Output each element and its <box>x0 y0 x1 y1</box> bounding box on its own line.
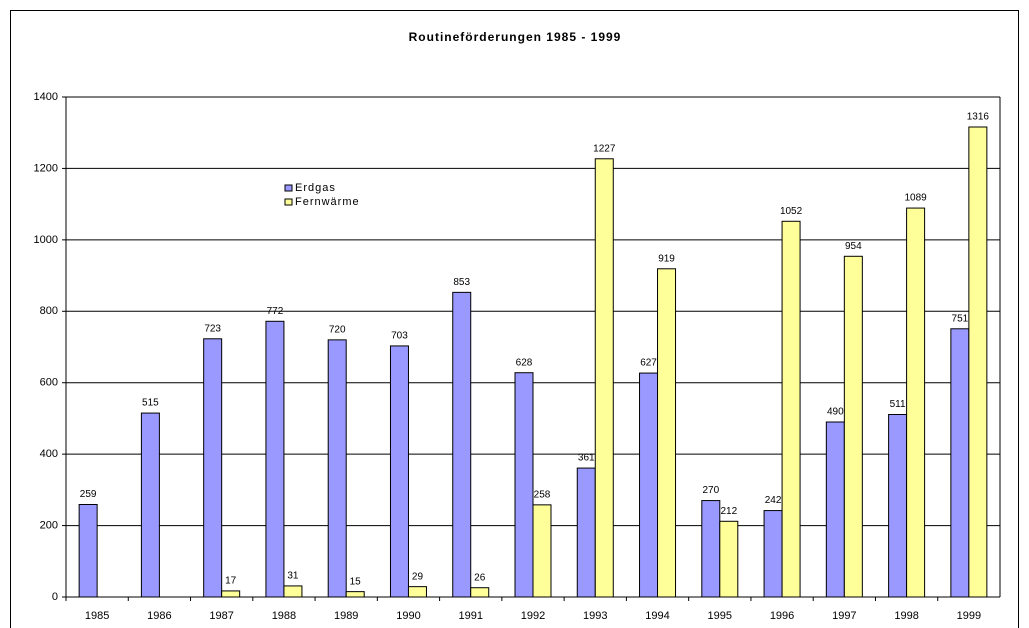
bar <box>657 268 677 598</box>
value-label: 270 <box>702 485 719 496</box>
x-tick-label: 1992 <box>521 610 545 622</box>
y-tick-label: 0 <box>52 591 58 603</box>
bar <box>345 591 365 598</box>
bar <box>701 500 721 598</box>
legend-swatch <box>284 198 293 206</box>
bar <box>576 467 596 598</box>
bar <box>781 220 801 598</box>
y-tick-label: 800 <box>40 305 58 317</box>
value-label: 772 <box>267 306 284 317</box>
bar <box>327 339 347 598</box>
value-label: 1316 <box>967 112 990 123</box>
y-tick-label: 1000 <box>34 234 58 246</box>
value-label: 15 <box>350 576 362 587</box>
bar <box>514 372 534 598</box>
y-tick-label: 200 <box>40 519 58 531</box>
x-tick-label: 1996 <box>770 610 794 622</box>
value-label: 361 <box>578 453 595 464</box>
value-label: 31 <box>287 571 299 582</box>
x-tick-label: 1989 <box>334 610 358 622</box>
x-tick-label: 1987 <box>209 610 233 622</box>
value-label: 1052 <box>780 206 803 217</box>
chart-title: Routineförderungen 1985 - 1999 <box>409 30 622 44</box>
y-tick-label: 1200 <box>34 162 58 174</box>
value-label: 258 <box>534 489 551 500</box>
x-tick-label: 1993 <box>583 610 607 622</box>
bar <box>203 338 223 598</box>
x-tick-label: 1999 <box>957 610 981 622</box>
legend-swatch <box>284 184 293 192</box>
bar <box>594 158 614 598</box>
x-tick-label: 1991 <box>458 610 482 622</box>
y-tick-label: 1400 <box>34 91 58 103</box>
x-tick-label: 1995 <box>708 610 732 622</box>
value-label: 628 <box>516 357 533 368</box>
value-label: 259 <box>80 489 97 500</box>
y-tick-label: 600 <box>40 377 58 389</box>
bar <box>639 372 659 598</box>
bar <box>950 328 970 598</box>
bar <box>968 126 988 598</box>
value-label: 1089 <box>904 193 927 204</box>
value-label: 1227 <box>593 143 616 154</box>
value-label: 954 <box>845 241 862 252</box>
value-label: 29 <box>412 571 424 582</box>
value-label: 751 <box>952 313 969 324</box>
x-tick-label: 1988 <box>272 610 296 622</box>
value-label: 627 <box>640 358 657 369</box>
value-label: 853 <box>453 277 470 288</box>
value-label: 490 <box>827 407 844 418</box>
bar <box>825 421 845 598</box>
value-label: 26 <box>474 572 486 583</box>
bar <box>843 255 863 598</box>
value-label: 511 <box>890 399 906 410</box>
bar <box>407 586 427 598</box>
value-label: 723 <box>204 323 221 334</box>
bar <box>265 320 285 598</box>
x-tick-label: 1994 <box>645 610 669 622</box>
bar <box>532 504 552 598</box>
value-label: 212 <box>720 506 737 517</box>
bar <box>140 412 160 598</box>
bar <box>221 590 241 598</box>
value-label: 17 <box>225 576 237 587</box>
x-tick-label: 1990 <box>396 610 420 622</box>
legend-label: Erdgas <box>295 182 336 194</box>
x-tick-label: 1986 <box>147 610 171 622</box>
value-label: 515 <box>142 398 159 409</box>
value-label: 242 <box>765 495 782 506</box>
value-label: 703 <box>391 331 408 342</box>
bar <box>283 585 303 598</box>
x-tick-label: 1985 <box>85 610 109 622</box>
bar <box>470 587 490 598</box>
x-tick-label: 1997 <box>832 610 856 622</box>
bar <box>452 291 472 598</box>
bar <box>389 345 409 598</box>
legend-label: Fernwärme <box>295 196 360 208</box>
bar <box>763 510 783 598</box>
bar <box>888 414 908 598</box>
bar <box>906 207 926 598</box>
value-label: 919 <box>658 253 675 264</box>
value-label: 720 <box>329 324 346 335</box>
bar <box>78 504 98 598</box>
bar <box>719 520 739 598</box>
x-tick-label: 1998 <box>894 610 918 622</box>
y-tick-label: 400 <box>40 448 58 460</box>
